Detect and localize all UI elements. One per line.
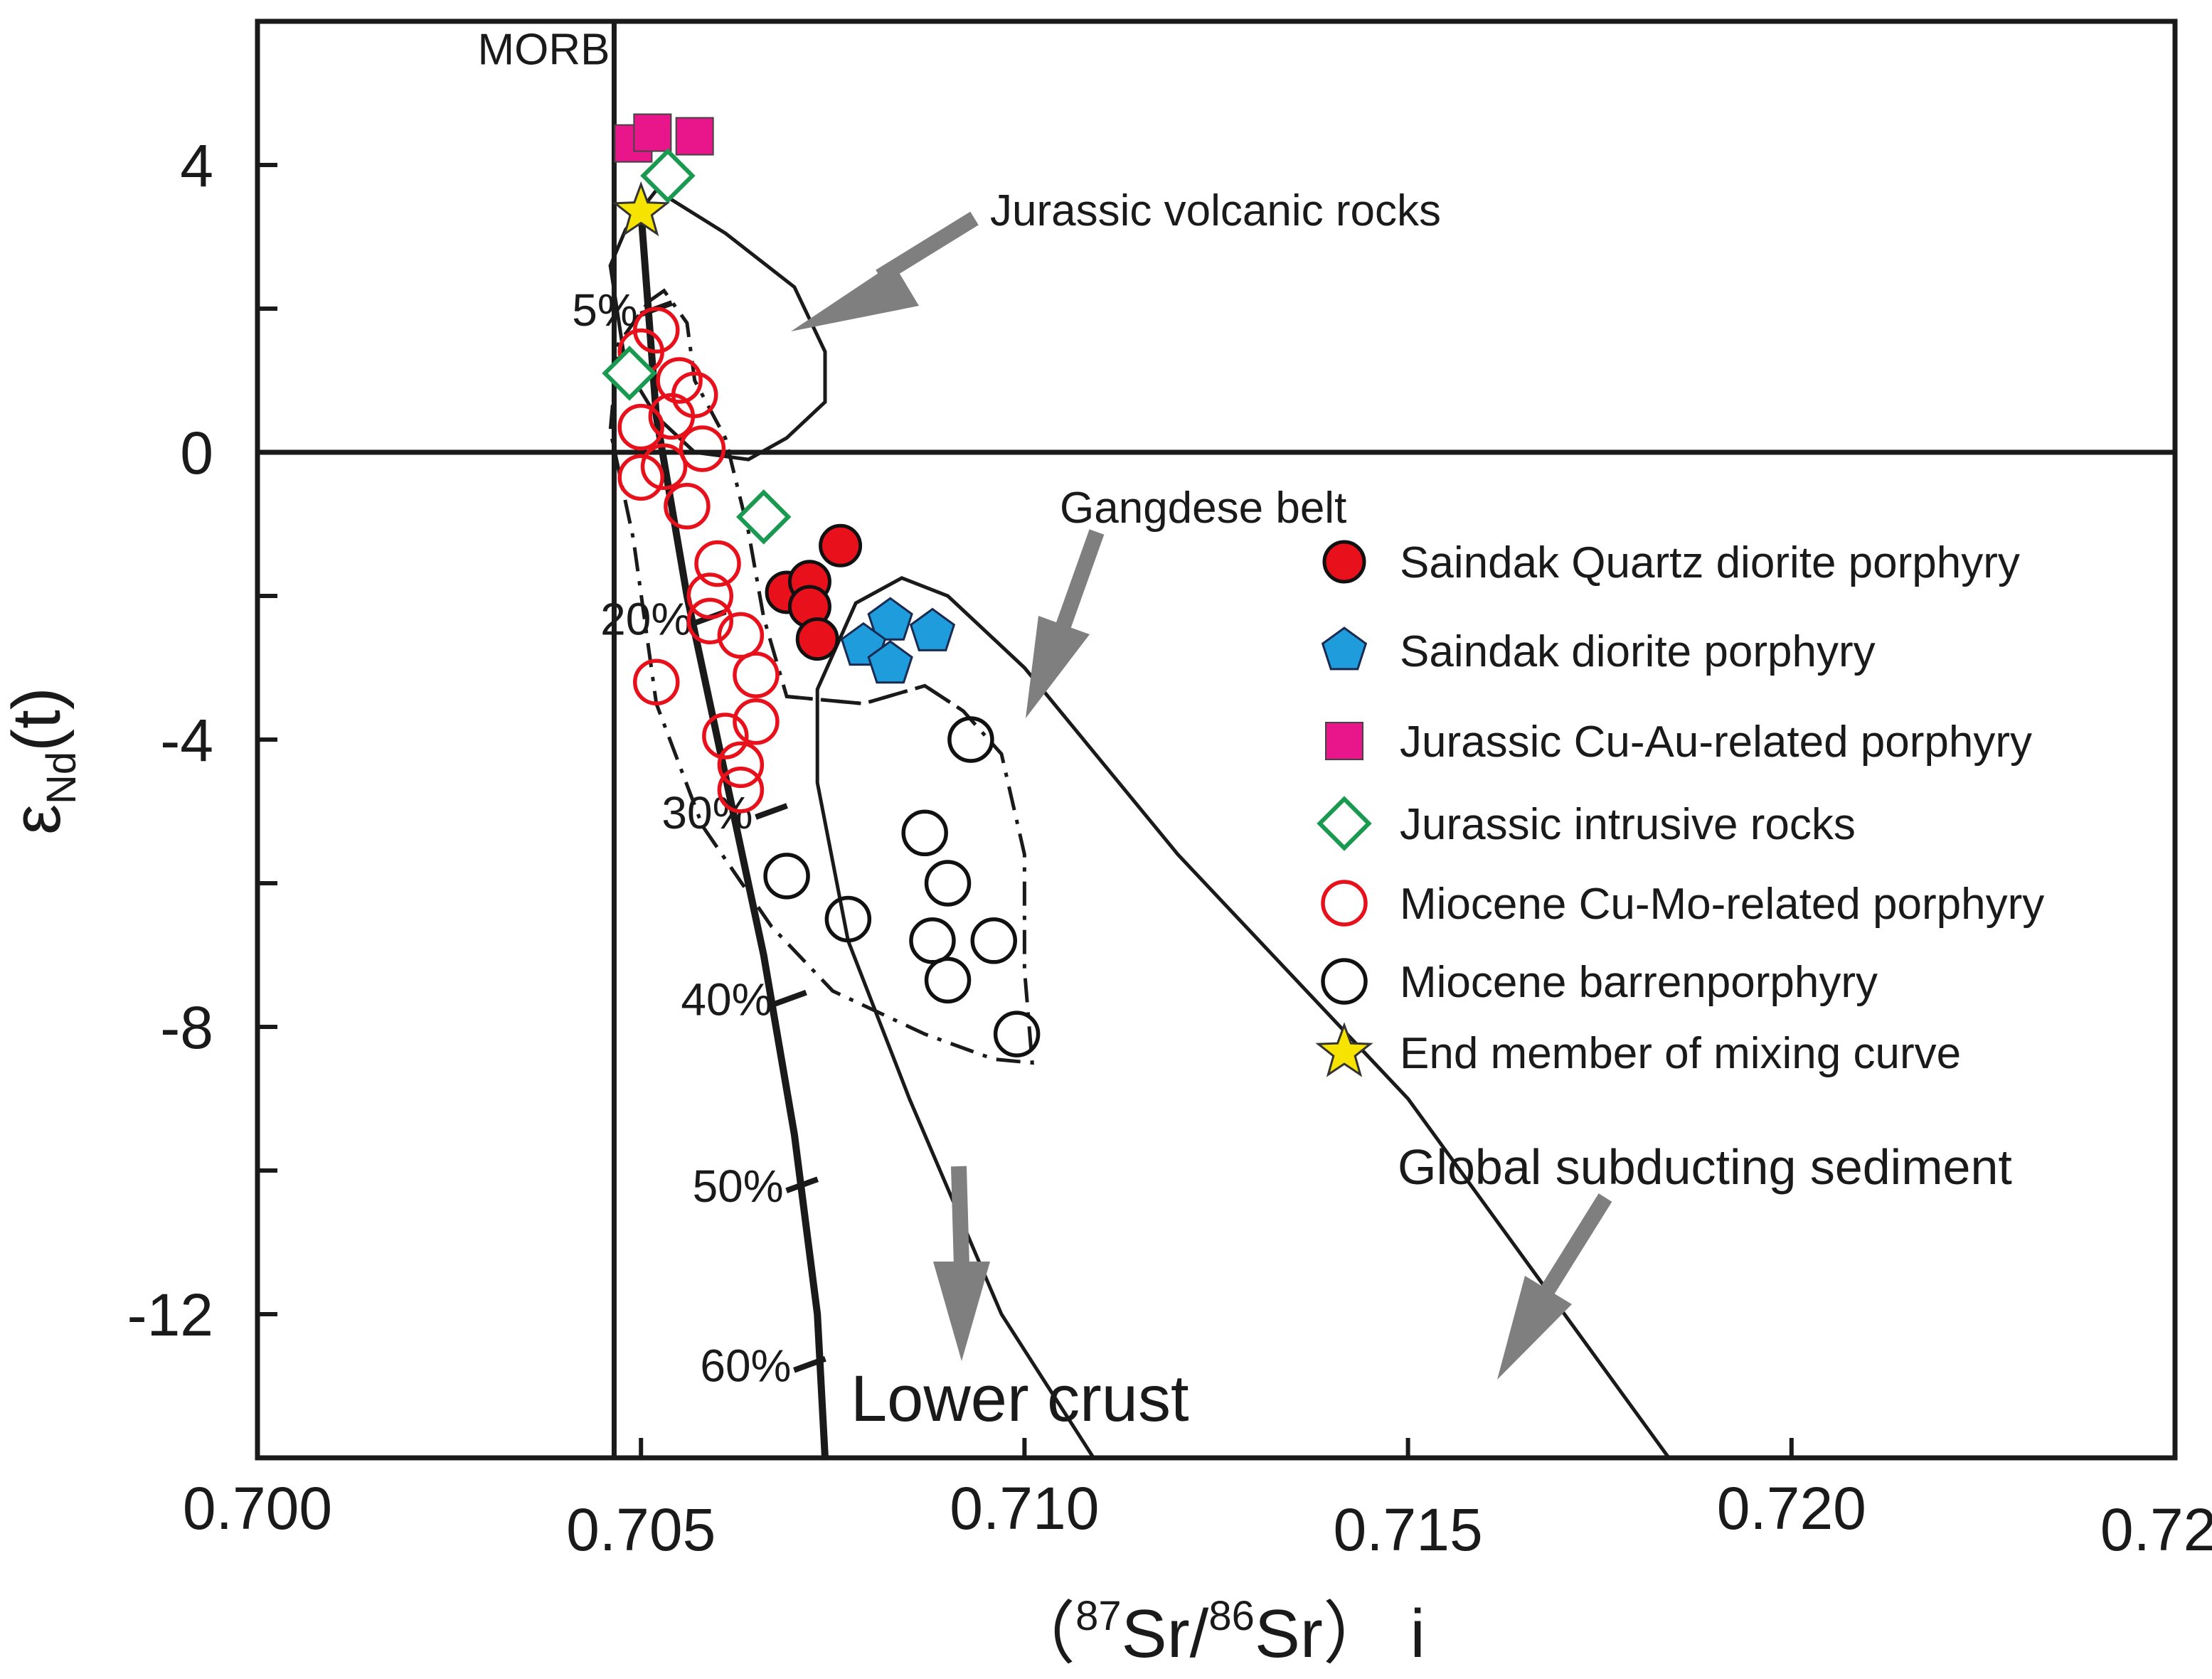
curve-tick-5 xyxy=(793,1355,826,1373)
point-circle-open-5-8 xyxy=(993,1011,1041,1057)
lower-crust-mixing-curve xyxy=(815,576,1671,1459)
point-circle-open-5-4 xyxy=(924,860,972,907)
y-tick-label-2: 0 xyxy=(180,420,213,486)
legend-item-5: Miocene barrenporphyry xyxy=(1321,958,1878,1007)
point-circle-open-5-1 xyxy=(763,853,810,900)
legend-label-5: Miocene barrenporphyry xyxy=(1400,958,1878,1007)
x-tick-label-0: 0.700 xyxy=(183,1475,332,1542)
x-tick-label-2: 0.710 xyxy=(950,1475,1099,1542)
jurassic-volcanic-rocks-label: Jurassic volcanic rocks xyxy=(990,186,1441,235)
x-tick-label-5: 0.725 xyxy=(2100,1496,2212,1563)
legend-item-1: Saindak diorite porphyry xyxy=(1321,627,1876,676)
point-pentagon-1-2 xyxy=(867,640,913,684)
legend-item-0: Saindak Quartz diorite porphyry xyxy=(1322,538,2020,587)
curve-tick-4 xyxy=(785,1176,819,1193)
point-circle-open-4-18 xyxy=(717,766,765,814)
point-circle-open-5-3 xyxy=(901,809,948,857)
legend-item-4: Miocene Cu-Mo-related porphyry xyxy=(1321,880,2044,929)
curve-tick-3 xyxy=(774,989,807,1007)
legend-label-1: Saindak diorite porphyry xyxy=(1400,627,1876,676)
x-tick-label-3: 0.715 xyxy=(1333,1496,1482,1563)
point-circle-open-4-10 xyxy=(694,540,741,587)
annotation-arrows xyxy=(791,211,1612,1380)
point-circle-open-5-6 xyxy=(924,956,972,1004)
point-circle-open-4-13 xyxy=(717,612,765,659)
legend-symbol-2 xyxy=(1325,722,1363,760)
point-circle-open-4-6 xyxy=(679,425,726,472)
point-circle-open-5-0 xyxy=(947,716,994,763)
point-circle-open-4-15 xyxy=(733,698,780,745)
legend-label-4: Miocene Cu-Mo-related porphyry xyxy=(1400,880,2044,929)
legend-label-3: Jurassic intrusive rocks xyxy=(1400,800,1856,849)
gangdese-belt-label: Gangdese belt xyxy=(1060,484,1346,533)
legend-label-6: End member of mixing curve xyxy=(1400,1029,1961,1078)
point-circle-open-4-9 xyxy=(664,483,711,530)
legend-item-6: End member of mixing curve xyxy=(1315,1022,1961,1078)
curve-tick-label-3: 40% xyxy=(681,974,772,1025)
point-circle-open-4-2 xyxy=(656,357,703,404)
point-circle-open-5-7 xyxy=(970,917,1018,964)
point-circle-open-4-4 xyxy=(648,393,696,440)
curve-tick-label-1: 20% xyxy=(600,593,691,644)
legend-symbol-5 xyxy=(1321,958,1368,1005)
y-tick-label-6: -8 xyxy=(160,994,213,1061)
x-tick-label-4: 0.720 xyxy=(1717,1475,1866,1542)
point-circle-open-5-2 xyxy=(824,895,872,943)
point-circle-open-4-8 xyxy=(617,454,664,501)
point-pentagon-1-0 xyxy=(867,597,913,641)
legend-item-3: Jurassic intrusive rocks xyxy=(1317,796,1856,851)
point-diamond-open-3-2 xyxy=(736,489,792,545)
point-diamond-open-3-1 xyxy=(602,346,657,401)
legend-symbol-6 xyxy=(1315,1022,1373,1077)
legend-symbol-4 xyxy=(1321,880,1368,927)
point-square-2-2 xyxy=(675,117,714,156)
point-circle-open-4-11 xyxy=(686,572,734,619)
x-tick-label-1: 0.705 xyxy=(566,1496,716,1563)
legend-symbol-0 xyxy=(1322,540,1366,584)
x-axis: 0.700 0.705 0.710 0.715 0.720 0.725 xyxy=(183,1438,2212,1563)
legend-symbol-1 xyxy=(1321,627,1368,671)
curve-tick-label-4: 50% xyxy=(693,1161,784,1212)
legend-item-2: Jurassic Cu-Au-related porphyry xyxy=(1325,718,2032,767)
curve-tick-label-0: 5% xyxy=(572,284,638,336)
point-circle-filled-0-0 xyxy=(819,523,863,567)
global-subducting-sediment-label: Global subducting sediment xyxy=(1398,1139,2012,1195)
legend-label-0: Saindak Quartz diorite porphyry xyxy=(1400,538,2020,587)
point-circle-filled-0-4 xyxy=(795,617,839,661)
y-tick-label-4: -4 xyxy=(160,707,213,774)
gangdese-belt-dashed-field xyxy=(786,683,964,713)
point-circle-open-4-17 xyxy=(717,741,765,789)
y-axis: 4 0 -4 -8 -12 xyxy=(127,132,277,1348)
curve-tick-2 xyxy=(755,803,788,820)
point-circle-open-4-5 xyxy=(617,403,664,451)
morb-label: MORB xyxy=(477,26,610,75)
point-circle-open-4-19 xyxy=(633,659,680,705)
x-axis-title: （87Sr/86Sr） i xyxy=(1007,1593,1425,1672)
point-star-6-0 xyxy=(612,181,670,237)
y-tick-label-8: -12 xyxy=(127,1281,213,1348)
point-circle-open-4-14 xyxy=(733,651,780,698)
y-axis-title: εNd(t) xyxy=(0,687,85,835)
legend: Saindak Quartz diorite porphyry Saindak d… xyxy=(1315,538,2044,1078)
mixing-curve-ticks: 5%20%30%40%50%60% xyxy=(572,284,826,1392)
point-circle-open-5-5 xyxy=(909,917,956,964)
legend-symbol-3 xyxy=(1317,796,1372,851)
y-tick-label-0: 4 xyxy=(180,132,213,199)
point-pentagon-1-3 xyxy=(909,607,956,651)
curve-tick-label-5: 60% xyxy=(700,1340,791,1392)
point-diamond-open-3-0 xyxy=(640,148,696,203)
point-circle-open-4-7 xyxy=(640,443,688,490)
lower-crust-label: Lower crust xyxy=(851,1363,1189,1435)
point-square-2-1 xyxy=(633,113,672,152)
data-markers xyxy=(602,113,1041,1057)
point-circle-open-4-16 xyxy=(702,713,749,759)
legend-label-2: Jurassic Cu-Au-related porphyry xyxy=(1400,718,2032,767)
point-circle-open-4-12 xyxy=(686,597,734,645)
